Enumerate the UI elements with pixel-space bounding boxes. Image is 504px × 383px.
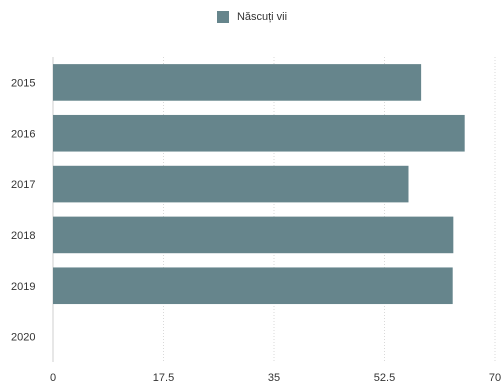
bar-2018[interactable] (53, 216, 454, 254)
legend-swatch (216, 11, 229, 23)
bar-2016[interactable] (53, 114, 465, 152)
x-tick-labels: 0 17.5 35 52.5 70 (50, 372, 501, 383)
y-tick-label: 2018 (11, 230, 35, 242)
y-tick-label: 2019 (11, 281, 35, 293)
bar-2015[interactable] (53, 64, 422, 101)
x-tick-label: 35 (268, 372, 280, 383)
grid-lines (52, 57, 496, 362)
y-tick-label: 2017 (11, 179, 35, 191)
y-tick-label: 2015 (11, 77, 35, 89)
bar-2017[interactable] (53, 165, 409, 203)
legend: Născuți vii (0, 11, 504, 23)
x-tick-label: 0 (50, 372, 56, 383)
bar-2019[interactable] (53, 267, 453, 305)
x-tick-label: 52.5 (374, 372, 395, 383)
x-tick-label: 70 (489, 372, 501, 383)
y-tick-label: 2020 (11, 332, 35, 344)
bars (53, 64, 465, 305)
y-tick-label: 2016 (11, 128, 35, 140)
legend-label[interactable]: Născuți vii (236, 11, 288, 23)
x-tick-label: 17.5 (153, 372, 174, 383)
y-tick-labels: 2015 2016 2017 2018 2019 2020 (11, 77, 35, 343)
